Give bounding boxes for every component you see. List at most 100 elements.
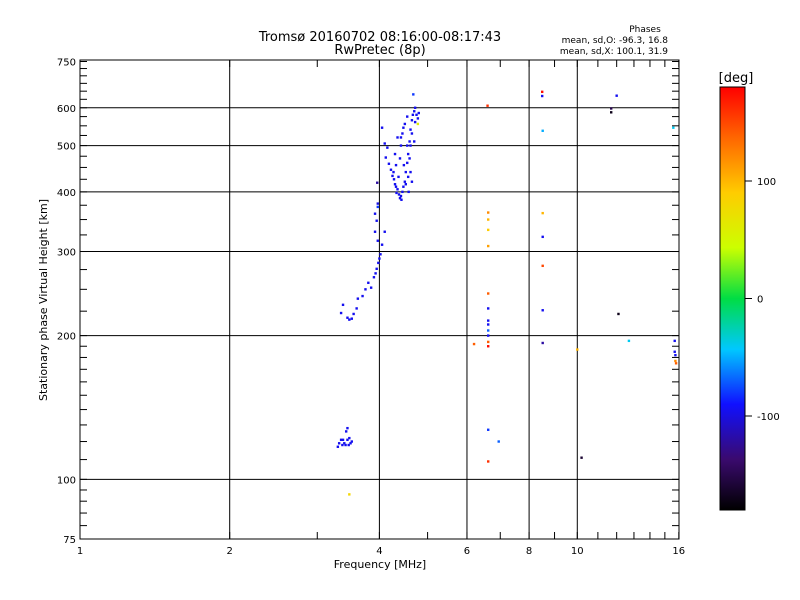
data-point — [415, 113, 418, 117]
data-points — [336, 90, 678, 496]
data-point — [416, 122, 420, 126]
data-point — [339, 438, 343, 442]
data-point — [399, 194, 403, 198]
data-point — [406, 144, 409, 147]
data-point — [372, 276, 376, 279]
data-point — [352, 312, 355, 316]
data-point — [541, 309, 544, 312]
data-point — [487, 211, 490, 214]
data-point — [610, 111, 613, 114]
data-point — [384, 156, 387, 159]
data-point — [615, 94, 618, 97]
data-point — [376, 181, 379, 184]
data-point — [346, 438, 349, 442]
y-tick-label: 300 — [57, 248, 76, 259]
data-point — [541, 264, 544, 268]
colorbar-tick-label: 100 — [757, 177, 776, 188]
data-point — [344, 430, 348, 433]
grid-lines — [80, 60, 679, 539]
data-point — [497, 440, 500, 443]
data-point — [541, 211, 544, 215]
colorbar-tick-label: -100 — [757, 412, 780, 423]
data-point — [376, 202, 379, 205]
data-point — [376, 239, 379, 242]
data-point — [376, 205, 379, 209]
data-point — [487, 460, 490, 463]
data-point — [393, 183, 397, 186]
x-tick-label: 2 — [227, 546, 233, 557]
data-point — [404, 170, 407, 174]
colorbar-tick-label: 0 — [757, 295, 763, 306]
data-point — [487, 244, 490, 248]
data-point — [383, 230, 386, 233]
data-point — [408, 140, 411, 143]
y-tick-label: 750 — [57, 58, 76, 69]
data-point — [375, 219, 378, 222]
axis-ticks — [79, 60, 680, 540]
data-point — [407, 190, 410, 194]
data-point — [412, 93, 415, 96]
data-point — [413, 140, 416, 143]
data-point — [487, 218, 490, 221]
data-point — [487, 292, 490, 295]
data-point — [576, 348, 579, 351]
data-point — [401, 190, 404, 194]
data-point — [383, 142, 386, 145]
stats-x-mode: mean, sd,X: 100.1, 31.9 — [560, 47, 668, 57]
data-point — [487, 345, 490, 348]
data-point — [361, 294, 364, 298]
data-point — [404, 183, 407, 186]
x-tick-label: 8 — [526, 546, 532, 557]
data-point — [374, 272, 377, 275]
data-point — [356, 297, 360, 300]
data-point — [402, 185, 405, 188]
data-point — [380, 243, 384, 246]
data-point — [348, 436, 351, 440]
data-point — [343, 442, 346, 445]
data-point — [610, 107, 613, 110]
data-point — [397, 175, 400, 179]
y-tick-label: 100 — [57, 475, 76, 486]
data-point — [674, 359, 677, 363]
data-point — [394, 185, 398, 188]
y-tick-label: 75 — [63, 535, 76, 546]
data-point — [336, 445, 340, 448]
data-point — [348, 318, 351, 321]
data-point — [337, 442, 341, 445]
chart-subtitle: RwPretec (8p) — [334, 43, 425, 58]
colorbar — [719, 86, 746, 511]
data-point — [402, 126, 405, 129]
data-point — [406, 152, 410, 156]
data-point — [487, 307, 490, 310]
x-axis-label: Frequency [MHz] — [334, 558, 426, 571]
x-tick-labels: 1 2 4 6 8 10 16 — [77, 546, 685, 557]
data-point — [413, 106, 417, 109]
data-point — [377, 261, 380, 265]
data-point — [413, 110, 416, 113]
colorbar-ticks: 100 0 -100 — [745, 177, 780, 423]
data-point — [399, 136, 403, 139]
x-tick-label: 4 — [376, 546, 382, 557]
data-point — [346, 316, 349, 319]
data-point — [417, 111, 420, 115]
data-point — [672, 126, 675, 129]
data-point — [396, 188, 399, 191]
data-point — [380, 126, 384, 129]
data-point — [395, 191, 398, 195]
data-point — [403, 180, 407, 183]
y-tick-label: 500 — [57, 142, 76, 153]
data-point — [373, 230, 377, 233]
data-point — [540, 90, 544, 94]
colorbar-label: [deg] — [719, 71, 754, 86]
data-point — [617, 312, 620, 316]
data-point — [392, 170, 395, 174]
data-point — [346, 426, 349, 430]
data-point — [487, 329, 490, 332]
data-point — [402, 163, 406, 167]
y-tick-label: 400 — [57, 188, 76, 199]
data-point — [410, 180, 414, 183]
y-axis-label: Stationary phase Virtual Height [km] — [37, 199, 50, 401]
data-point — [393, 152, 397, 156]
data-point — [627, 339, 631, 343]
data-point — [541, 129, 544, 132]
